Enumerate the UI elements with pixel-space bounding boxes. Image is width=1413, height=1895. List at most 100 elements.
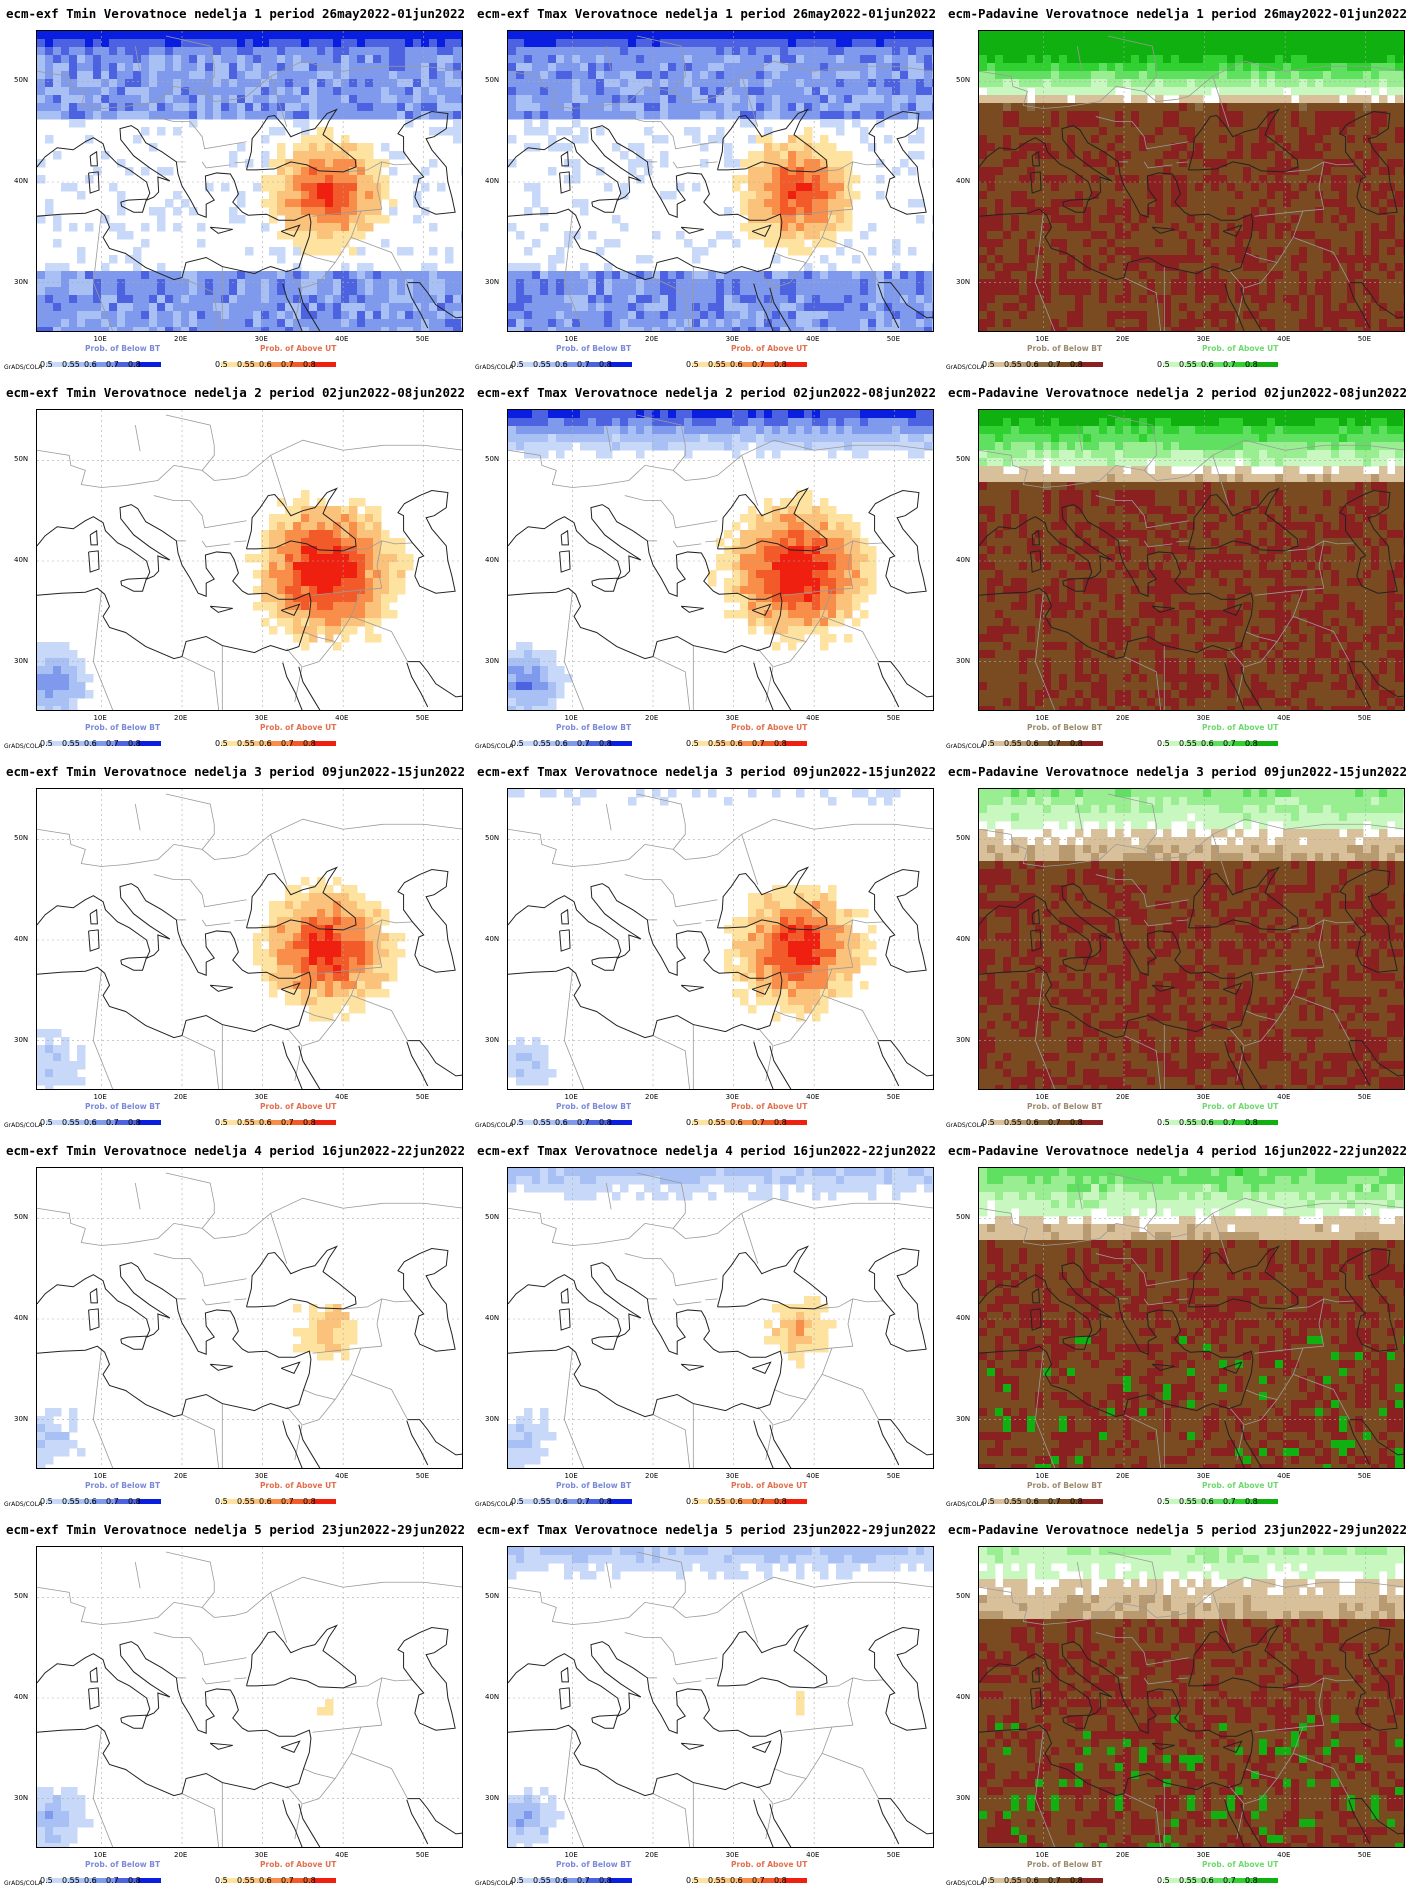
prob-cell — [740, 271, 749, 280]
prob-cell — [1315, 159, 1324, 168]
prob-cell — [532, 111, 541, 120]
prob-cell — [1123, 39, 1132, 48]
prob-cell — [293, 103, 302, 112]
prob-cell — [445, 127, 454, 136]
prob-cell — [652, 271, 661, 280]
prob-cell — [852, 87, 861, 96]
prob-cell — [381, 79, 390, 88]
prob-cell — [588, 63, 597, 72]
colorbar-swatch — [1080, 362, 1103, 367]
prob-cell — [708, 271, 717, 280]
prob-cell — [341, 279, 350, 288]
prob-cell — [979, 271, 988, 280]
prob-cell — [1155, 103, 1164, 112]
prob-cell — [932, 87, 933, 96]
prob-cell — [1131, 87, 1140, 96]
panel-title: ecm-Padavine Verovatnoce nedelja 1 perio… — [947, 6, 1408, 21]
prob-cell — [604, 239, 613, 248]
prob-cell — [1163, 55, 1172, 64]
prob-cell — [1011, 263, 1020, 272]
prob-cell — [189, 63, 198, 72]
prob-cell — [237, 39, 246, 48]
prob-cell — [796, 303, 805, 312]
prob-cell — [1131, 263, 1140, 272]
prob-cell — [1371, 191, 1380, 200]
prob-cell — [868, 143, 877, 152]
prob-cell — [1339, 239, 1348, 248]
prob-cell — [1219, 55, 1228, 64]
prob-cell — [692, 63, 701, 72]
prob-cell — [756, 31, 765, 40]
prob-cell — [900, 103, 909, 112]
prob-cell — [1155, 63, 1164, 72]
prob-cell — [1267, 223, 1276, 232]
prob-cell — [1331, 103, 1340, 112]
prob-cell — [844, 151, 853, 160]
coastline — [753, 283, 774, 331]
prob-cell — [1035, 215, 1044, 224]
prob-cell — [1139, 71, 1148, 80]
prob-cell — [860, 271, 869, 280]
prob-cell — [1395, 167, 1404, 176]
prob-cell — [93, 31, 102, 40]
prob-cell — [852, 95, 861, 104]
prob-cell — [612, 87, 621, 96]
prob-cell — [1035, 207, 1044, 216]
prob-cell — [1235, 151, 1244, 160]
prob-cell — [844, 159, 853, 168]
prob-cell — [1283, 55, 1292, 64]
prob-cell — [1051, 39, 1060, 48]
prob-cell — [1011, 247, 1020, 256]
prob-cell — [1179, 311, 1188, 320]
prob-cell — [580, 31, 589, 40]
prob-cell — [995, 119, 1004, 128]
prob-cell — [1251, 271, 1260, 280]
prob-cell — [772, 111, 781, 120]
prob-cell — [540, 295, 549, 304]
lon-label: 10E — [564, 335, 578, 343]
prob-cell — [189, 31, 198, 40]
prob-cell — [908, 55, 917, 64]
prob-cell — [724, 319, 733, 328]
prob-cell — [1067, 175, 1076, 184]
prob-cell — [612, 31, 621, 40]
prob-cell — [381, 111, 390, 120]
prob-cell — [1075, 103, 1084, 112]
prob-cell — [748, 87, 757, 96]
prob-cell — [748, 167, 757, 176]
prob-cell — [437, 319, 446, 328]
prob-cell — [1307, 215, 1316, 224]
prob-cell — [1251, 167, 1260, 176]
prob-cell — [1211, 159, 1220, 168]
prob-cell — [1059, 127, 1068, 136]
country-border — [605, 46, 612, 73]
prob-cell — [524, 111, 533, 120]
prob-cell — [1387, 111, 1396, 120]
prob-cell — [1011, 127, 1020, 136]
prob-cell — [1259, 31, 1268, 40]
prob-cell — [556, 47, 565, 56]
prob-cell — [564, 63, 573, 72]
prob-cell — [764, 103, 773, 112]
prob-cell — [884, 103, 893, 112]
prob-cell — [1147, 47, 1156, 56]
prob-cell — [221, 287, 230, 296]
prob-cell — [1179, 239, 1188, 248]
prob-cell — [389, 327, 398, 331]
prob-cell — [1371, 207, 1380, 216]
country-border — [624, 116, 718, 150]
prob-cell — [780, 239, 789, 248]
prob-cell — [1099, 151, 1108, 160]
prob-cell — [1323, 191, 1332, 200]
prob-cell — [1235, 39, 1244, 48]
prob-cell — [461, 311, 462, 320]
prob-cell — [189, 111, 198, 120]
prob-cell — [868, 39, 877, 48]
prob-cell — [421, 63, 430, 72]
prob-cell — [1243, 279, 1252, 288]
prob-cell — [1363, 31, 1372, 40]
prob-cell — [756, 79, 765, 88]
prob-cell — [1331, 255, 1340, 264]
prob-cell — [740, 287, 749, 296]
prob-cell — [780, 55, 789, 64]
